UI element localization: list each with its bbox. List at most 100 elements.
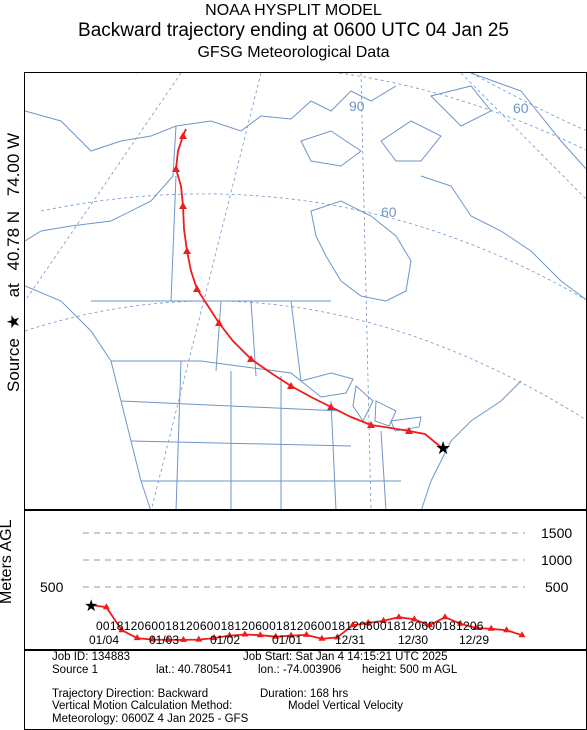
- date-label: 12/31: [335, 633, 366, 647]
- graticule-labels: 90 60 60: [349, 98, 529, 220]
- province-lines: [91, 175, 331, 382]
- date-label: 12/30: [398, 633, 429, 647]
- profile-marker: [133, 634, 141, 641]
- source-id: Source 1: [52, 664, 99, 676]
- map-svg: 90 60 60: [25, 73, 586, 509]
- profile-marker: [256, 631, 264, 638]
- profile-marker: [195, 635, 203, 642]
- profile-marker: [333, 633, 341, 640]
- greenland: [470, 73, 586, 170]
- land-outlines: [25, 73, 586, 509]
- vertical-method: Vertical Motion Calculation Method:: [52, 700, 233, 712]
- profile-marker: [487, 624, 495, 631]
- map-panel: 90 60 60: [24, 72, 587, 510]
- profile-marker: [426, 621, 434, 628]
- date-label: 12/29: [459, 633, 490, 647]
- arctic-coast: [175, 85, 397, 132]
- source-star-icon: ★: [4, 314, 23, 330]
- trajectory-subtitle: Backward trajectory ending at 0600 UTC 0…: [78, 20, 509, 41]
- profile-marker: [456, 619, 464, 626]
- trajectory-marker: [179, 202, 187, 209]
- trajectory-marker: [247, 355, 255, 362]
- profile-source-star: ★: [84, 598, 98, 615]
- date-label: 01/03: [149, 633, 180, 647]
- graticule-label-90: 90: [349, 98, 365, 114]
- profile-marker: [364, 619, 372, 625]
- source-lat: 40.78 N: [4, 210, 23, 271]
- source-lon-value: lon.: -74.003906: [258, 664, 342, 676]
- trajectory-marker: [287, 382, 295, 389]
- profile-marker: [441, 613, 449, 620]
- trajectory-marker: [193, 285, 201, 292]
- left-level-label: 500: [40, 579, 64, 595]
- trajectory-marker: [183, 247, 191, 254]
- profile-panel: 1500 1000 500 500 ★: [24, 510, 587, 650]
- at-word: at: [4, 283, 23, 298]
- source-lat-value: lat.: 40.780541: [156, 664, 233, 676]
- profile-marker: [518, 631, 526, 638]
- trajectory-marker: [367, 421, 375, 428]
- meteorology: Meteorology: 0600Z 4 Jan 2025 - GFS: [52, 713, 249, 725]
- profile-marker: [179, 635, 187, 642]
- level-labels: 1500 1000 500 500: [40, 525, 572, 595]
- graticule-label-60-east: 60: [513, 100, 529, 116]
- level-label-1500: 1500: [541, 525, 572, 541]
- level-label-500: 500: [545, 579, 569, 595]
- met-data-title: GFSG Meteorological Data: [197, 44, 390, 61]
- job-id: Job ID: 134883: [52, 651, 131, 663]
- trajectory-direction: Trajectory Direction: Backward: [52, 688, 209, 700]
- trajectory-line: [175, 128, 443, 449]
- source-lon: 74.00 W: [4, 132, 23, 197]
- vertical-method-value: Model Vertical Velocity: [288, 700, 404, 712]
- profile-markers: [102, 603, 526, 642]
- alaska-coast: [25, 110, 177, 242]
- model-title: NOAA HYSPLIT MODEL: [205, 2, 382, 19]
- profile-marker: [272, 632, 280, 639]
- trajectory-marker: [172, 165, 180, 172]
- state-lines: [120, 360, 401, 509]
- profile-marker: [395, 613, 403, 620]
- graticule-label-60-west: 60: [381, 204, 397, 220]
- profile-marker: [226, 631, 233, 638]
- profile-marker: [410, 615, 418, 622]
- level-gridlines: [83, 532, 525, 588]
- profile-marker: [318, 634, 326, 641]
- profile-marker: [380, 616, 387, 623]
- profile-marker: [241, 630, 249, 637]
- trajectory-marker: [405, 427, 413, 434]
- profile-marker: [118, 626, 126, 633]
- hudson-bay: [310, 200, 412, 302]
- profile-svg: 1500 1000 500 500 ★: [40, 525, 572, 642]
- date-label: 01/04: [89, 633, 120, 647]
- source-height: height: 500 m AGL: [362, 664, 458, 676]
- job-start: Job Start: Sat Jan 4 14:15:21 UTC 2025: [243, 651, 448, 663]
- date-label: 01/02: [210, 633, 241, 647]
- canada-us-border: [111, 360, 302, 382]
- pacific-coast: [25, 285, 151, 509]
- source-star-marker: ★: [435, 438, 451, 458]
- profile-marker: [210, 634, 218, 641]
- profile-marker: [287, 631, 295, 638]
- date-label: 01/01: [272, 633, 303, 647]
- profile-ylabel: Meters AGL: [0, 519, 15, 604]
- trajectory-marker: [327, 403, 335, 410]
- duration: Duration: 168 hrs: [260, 688, 349, 700]
- profile-marker: [102, 603, 110, 610]
- source-word: Source: [4, 338, 23, 392]
- profile-marker: [349, 621, 357, 628]
- profile-marker: [503, 626, 511, 633]
- source-side-label: Source ★ at 40.78 N 74.00 W: [4, 133, 24, 392]
- time-tick-labels: 0018120600181206001812060018120600181206…: [96, 619, 484, 633]
- profile-marker: [149, 635, 157, 642]
- profile-marker: [164, 635, 172, 642]
- trajectory-marker: [215, 319, 223, 326]
- profile-marker: [472, 624, 480, 630]
- atlantic-coast: [421, 380, 522, 509]
- level-label-1000: 1000: [541, 552, 572, 568]
- graticule: [25, 73, 586, 509]
- trajectory-markers: [172, 132, 413, 434]
- labrador-coast: [420, 175, 586, 301]
- profile-marker: [303, 630, 310, 637]
- trajectory-marker: [179, 132, 187, 139]
- arctic-islands: [300, 85, 492, 167]
